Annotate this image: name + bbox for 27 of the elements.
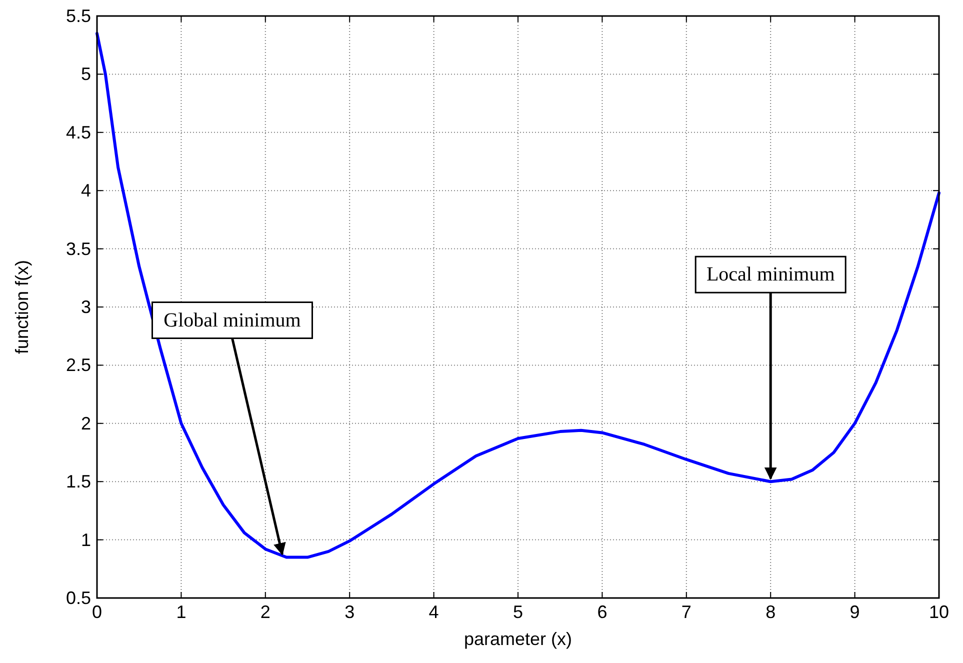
y-tick-label: 1.5 xyxy=(66,472,91,492)
x-tick-label: 3 xyxy=(344,602,355,622)
y-axis-title: function f(x) xyxy=(12,260,32,354)
annotation: Local minimum xyxy=(706,264,836,286)
x-axis-title: parameter (x) xyxy=(464,629,572,649)
annotation: Global minimum xyxy=(164,309,302,332)
x-tick-label: 5 xyxy=(512,602,524,622)
x-tick-label: 10 xyxy=(928,602,950,622)
x-tick-label: 2 xyxy=(260,602,270,622)
y-tick-label: 1 xyxy=(80,530,91,550)
x-tick-label: 6 xyxy=(597,602,608,622)
x-tick-label: 1 xyxy=(176,602,186,622)
y-tick-label: 2 xyxy=(80,413,91,434)
x-tick-label: 9 xyxy=(850,602,860,622)
y-tick-label: 5 xyxy=(80,64,91,84)
x-tick-label: 7 xyxy=(681,602,692,622)
y-tick-label: 3.5 xyxy=(66,238,91,259)
x-tick-label: 8 xyxy=(766,602,776,622)
y-tick-label: 4.5 xyxy=(66,122,91,142)
x-tick-label: 0 xyxy=(92,602,102,622)
y-tick-label: 3 xyxy=(80,297,91,317)
y-tick-label: 2.5 xyxy=(66,355,91,376)
x-tick-label: 4 xyxy=(428,602,439,622)
line-series xyxy=(96,32,940,559)
y-tick-label: 0.5 xyxy=(66,588,91,608)
y-tick-label: 5.5 xyxy=(66,6,91,26)
y-tick-label: 4 xyxy=(80,180,91,201)
